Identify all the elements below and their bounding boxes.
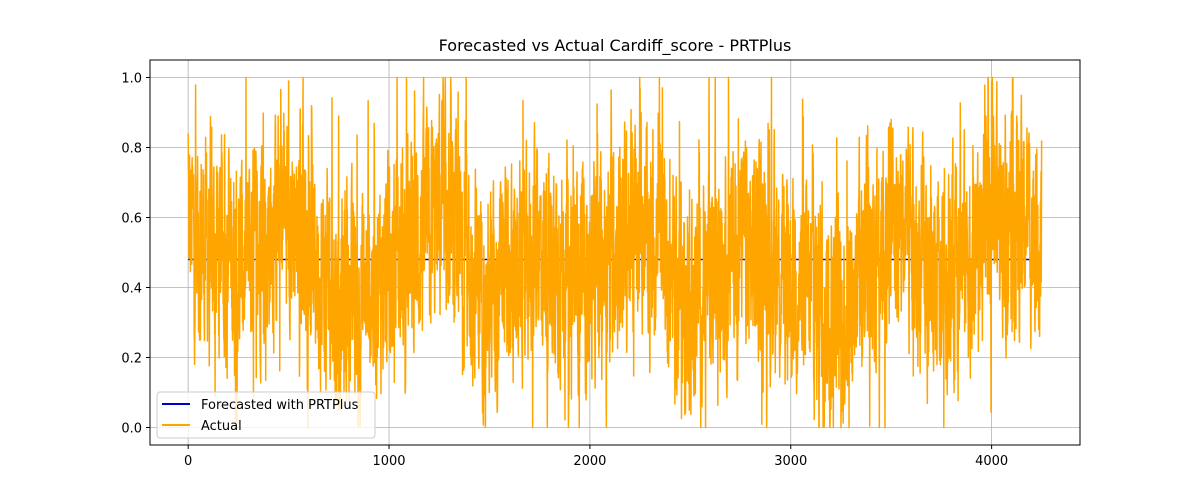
- legend-box: [156, 391, 376, 439]
- legend-label-forecasted: Forecasted with PRTPlus: [201, 398, 359, 413]
- y-tick-label: 0.6: [121, 212, 142, 227]
- axis-ticks: 0 1000 2000 3000 4000 0.0 0.2 0.4 0.6 0.8 1.0: [121, 72, 1008, 470]
- x-tick-label: 2000: [573, 454, 606, 469]
- series-lines: [187, 76, 1043, 429]
- x-tick-label: 4000: [975, 454, 1008, 469]
- y-tick-label: 0.4: [121, 282, 142, 297]
- series-line-actual: [187, 76, 1043, 429]
- x-tick-label: 1000: [372, 454, 405, 469]
- x-tick-label: 3000: [774, 454, 807, 469]
- y-tick-label: 1.0: [121, 72, 142, 87]
- x-tick-label: 0: [184, 454, 192, 469]
- plot-frame: [149, 59, 1081, 446]
- legend: Forecasted with PRTPlus Actual: [156, 391, 376, 439]
- legend-label-actual: Actual: [201, 419, 242, 434]
- chart-title: Forecasted vs Actual Cardiff_score - PRT…: [439, 36, 792, 56]
- y-tick-label: 0.0: [121, 422, 142, 437]
- y-tick-label: 0.8: [121, 142, 142, 157]
- y-tick-label: 0.2: [121, 352, 142, 367]
